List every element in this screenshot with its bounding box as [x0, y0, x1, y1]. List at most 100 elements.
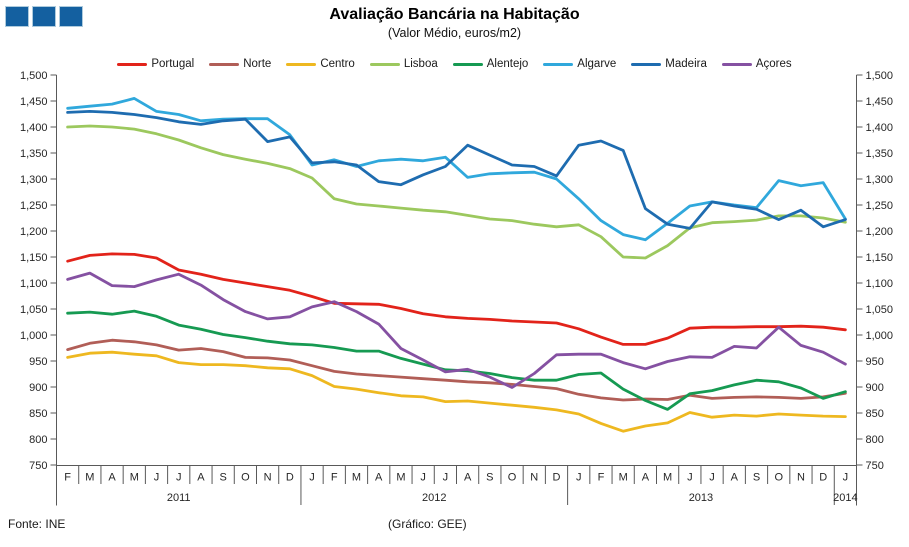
x-month-label: M: [85, 472, 94, 484]
x-month-label: J: [154, 472, 160, 484]
y-tick-label-right: 1,150: [866, 252, 894, 264]
x-month-label: A: [197, 472, 205, 484]
legend-label: Portugal: [151, 58, 195, 70]
y-tick-label-right: 1,100: [866, 278, 894, 290]
x-month-label: J: [709, 472, 715, 484]
legend-label: Centro: [320, 58, 355, 70]
x-month-label: O: [508, 472, 517, 484]
y-tick-label-left: 1,500: [20, 70, 48, 82]
y-tick-label-right: 800: [866, 434, 884, 446]
legend-label: Alentejo: [486, 58, 529, 70]
series-centro: [66, 350, 847, 433]
x-month-label: M: [619, 472, 628, 484]
y-tick-label-left: 1,150: [20, 252, 48, 264]
legend-item-centro: Centro: [286, 58, 355, 70]
legend-label: Lisboa: [403, 58, 438, 70]
y-tick-label-right: 750: [866, 460, 884, 472]
legend-item-portugal: Portugal: [117, 58, 194, 70]
chart-legend: Portugal Norte Centro Lisboa Alentejo Algarve…: [0, 56, 909, 72]
y-tick-label-right: 1,300: [866, 174, 894, 186]
logo-square: [5, 6, 29, 27]
legend-label: Algarve: [577, 58, 617, 70]
x-month-label: J: [420, 472, 426, 484]
page-subtitle: (Valor Médio, euros/m2): [387, 26, 522, 40]
series-norte: [66, 338, 847, 402]
y-tick-label-right: 900: [866, 382, 884, 394]
x-month-label: S: [486, 472, 493, 484]
x-month-label: D: [819, 472, 827, 484]
x-month-label: A: [642, 472, 650, 484]
footer-source: Fonte: INE: [8, 517, 66, 531]
series-algarve: [66, 97, 847, 242]
legend-swatch-icon: [286, 62, 317, 66]
x-month-label: J: [309, 472, 315, 484]
series-açores: [66, 271, 847, 389]
y-tick-label-left: 1,300: [20, 174, 48, 186]
legend-swatch-icon: [452, 62, 483, 66]
y-tick-label-right: 1,400: [866, 122, 894, 134]
footer-credit: (Gráfico: GEE): [388, 517, 467, 531]
x-month-label: F: [598, 472, 605, 484]
x-month-label: O: [241, 472, 250, 484]
series-portugal: [66, 252, 847, 346]
x-month-label: M: [396, 472, 405, 484]
x-month-label: D: [286, 472, 294, 484]
legend-item-lisboa: Lisboa: [369, 58, 438, 70]
axes: [50, 74, 863, 506]
y-tick-label-left: 1,400: [20, 122, 48, 134]
legend-item-alentejo: Alentejo: [452, 58, 529, 70]
x-month-label: O: [774, 472, 783, 484]
y-tick-label-left: 800: [29, 434, 47, 446]
legend-swatch-icon: [631, 62, 662, 66]
legend-item-açores: Açores: [721, 58, 792, 70]
y-tick-label-right: 850: [866, 408, 884, 420]
y-tick-label-left: 1,050: [20, 304, 48, 316]
x-month-label: N: [264, 472, 272, 484]
legend-swatch-icon: [369, 62, 400, 66]
x-month-label: A: [464, 472, 472, 484]
x-month-label: D: [553, 472, 561, 484]
x-month-label: J: [687, 472, 693, 484]
x-month-label: M: [130, 472, 139, 484]
y-tick-label-left: 1,250: [20, 200, 48, 212]
y-tick-label-left: 900: [29, 382, 47, 394]
y-tick-label-left: 1,000: [20, 330, 48, 342]
x-year-label: 2011: [167, 492, 191, 504]
y-tick-label-left: 1,200: [20, 226, 48, 238]
x-month-label: J: [443, 472, 449, 484]
legend-swatch-icon: [209, 62, 240, 66]
y-tick-label-right: 1,450: [866, 96, 894, 108]
y-tick-label-right: 1,050: [866, 304, 894, 316]
x-month-label: A: [375, 472, 383, 484]
y-tick-label-right: 1,250: [866, 200, 894, 212]
y-tick-label-left: 1,450: [20, 96, 48, 108]
logo: [5, 6, 83, 27]
y-tick-label-left: 850: [29, 408, 47, 420]
x-month-label: A: [731, 472, 739, 484]
y-tick-label-right: 1,200: [866, 226, 894, 238]
x-month-label: S: [753, 472, 760, 484]
x-month-label: N: [797, 472, 805, 484]
y-tick-label-right: 1,000: [866, 330, 894, 342]
x-month-label: J: [176, 472, 182, 484]
legend-swatch-icon: [721, 62, 752, 66]
y-tick-label-right: 1,500: [866, 70, 894, 82]
y-tick-label-left: 1,350: [20, 148, 48, 160]
x-month-label: M: [663, 472, 672, 484]
x-month-label: M: [352, 472, 361, 484]
x-month-label: A: [108, 472, 116, 484]
legend-item-norte: Norte: [209, 58, 271, 70]
legend-label: Norte: [243, 58, 272, 70]
legend-item-algarve: Algarve: [543, 58, 616, 70]
legend-swatch-icon: [117, 62, 148, 66]
x-month-label: J: [843, 472, 849, 484]
series-madeira: [66, 110, 847, 230]
x-month-label: S: [219, 472, 226, 484]
page-title: Avaliação Bancária na Habitação: [329, 6, 580, 23]
y-tick-label-left: 1,100: [20, 278, 48, 290]
legend-label: Madeira: [665, 58, 707, 70]
y-tick-label-left: 750: [29, 460, 47, 472]
legend-swatch-icon: [543, 62, 574, 66]
y-tick-label-left: 950: [29, 356, 47, 368]
